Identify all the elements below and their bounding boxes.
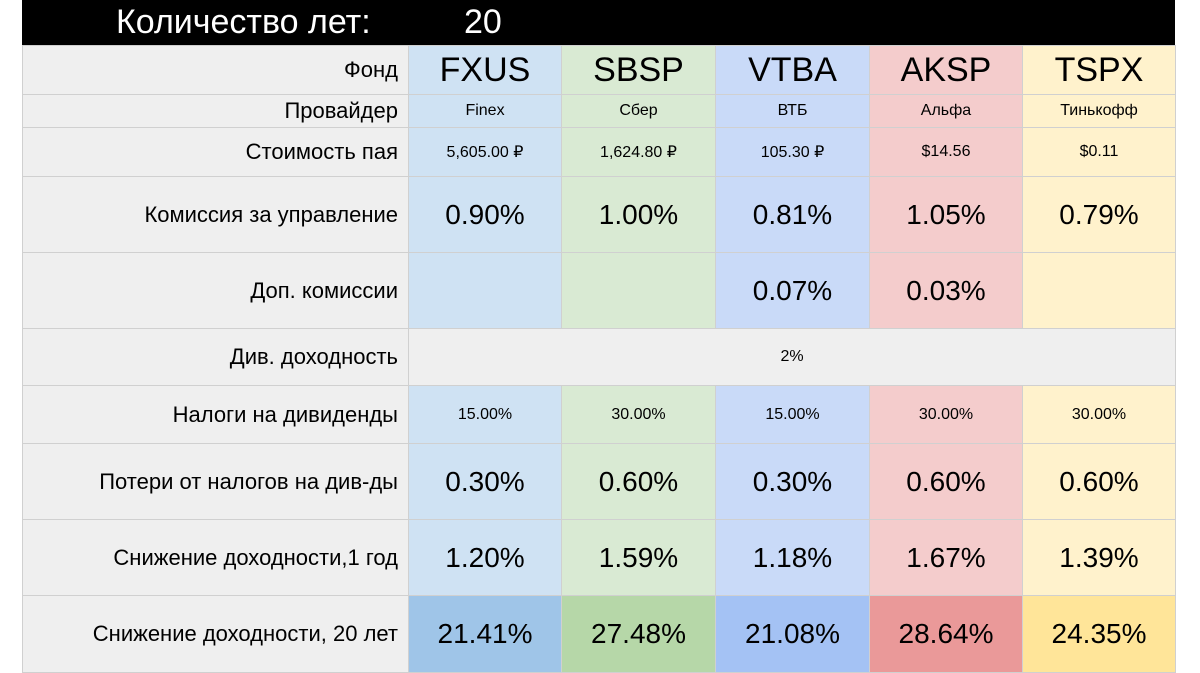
table-cell: 1.39% bbox=[1022, 519, 1176, 596]
table-cell: Альфа bbox=[869, 94, 1023, 128]
table-cell: 1.18% bbox=[715, 519, 870, 596]
row-label: Доп. комиссии bbox=[22, 252, 409, 329]
row-label: Фонд bbox=[22, 45, 409, 95]
table-cell: $14.56 bbox=[869, 127, 1023, 177]
table-row: Стоимость пая 5,605.00 ₽1,624.80 ₽105.30 … bbox=[22, 127, 1176, 177]
header-bar: Количество лет: 20 bbox=[22, 0, 1175, 45]
table-cell: 0.30% bbox=[715, 443, 870, 520]
row-label: Потери от налогов на див-ды bbox=[22, 443, 409, 520]
table-cell: 24.35% bbox=[1022, 595, 1176, 673]
row-label: Снижение доходности, 20 лет bbox=[22, 595, 409, 673]
table-cell: 15.00% bbox=[408, 385, 562, 444]
table-cell: VTBA bbox=[715, 45, 870, 95]
row-label: Налоги на дивиденды bbox=[22, 385, 409, 444]
table-cell bbox=[408, 252, 562, 329]
table-cell: Finex bbox=[408, 94, 562, 128]
table-cell: 1.59% bbox=[561, 519, 716, 596]
table-cell: Тинькофф bbox=[1022, 94, 1176, 128]
table-cell: 0.30% bbox=[408, 443, 562, 520]
table-row: Комиссия за управление 0.90% 1.00% 0.81% 1.0… bbox=[22, 176, 1176, 253]
table-cell bbox=[561, 252, 716, 329]
table-cell: AKSP bbox=[869, 45, 1023, 95]
table-cell: 28.64% bbox=[869, 595, 1023, 673]
table-cell: 0.81% bbox=[715, 176, 870, 253]
table-cell: 30.00% bbox=[561, 385, 716, 444]
table-cell: 5,605.00 ₽ bbox=[408, 127, 562, 177]
table-cell: Сбер bbox=[561, 94, 716, 128]
table-cell: 0.60% bbox=[561, 443, 716, 520]
table-row: Доп. комиссии 0.07% 0.03% bbox=[22, 252, 1176, 329]
table-cell: 1.67% bbox=[869, 519, 1023, 596]
table-row: Див. доходность 2% bbox=[22, 328, 1176, 386]
table-row: Снижение доходности,1 год 1.20% 1.59% 1.18%… bbox=[22, 519, 1176, 596]
table-cell: SBSP bbox=[561, 45, 716, 95]
table-cell: 21.08% bbox=[715, 595, 870, 673]
years-label: Количество лет: bbox=[116, 3, 371, 41]
table-row: Фонд FXUS SBSP VTBA AKSP TSPX bbox=[22, 45, 1176, 95]
row-label: Провайдер bbox=[22, 94, 409, 128]
row-label: Стоимость пая bbox=[22, 127, 409, 177]
table-cell: TSPX bbox=[1022, 45, 1176, 95]
table-cell: 0.03% bbox=[869, 252, 1023, 329]
table-cell bbox=[1022, 252, 1176, 329]
table-cell: 30.00% bbox=[1022, 385, 1176, 444]
table-row: Налоги на дивиденды 15.00% 30.00% 15.00% 30.… bbox=[22, 385, 1176, 444]
table-cell: 30.00% bbox=[869, 385, 1023, 444]
table-cell: 1.05% bbox=[869, 176, 1023, 253]
table-row: Провайдер Finex Сбер ВТБ Альфа Тинькофф bbox=[22, 94, 1176, 128]
row-label: Див. доходность bbox=[22, 328, 409, 386]
table-cell: ВТБ bbox=[715, 94, 870, 128]
table-cell: 0.07% bbox=[715, 252, 870, 329]
years-value: 20 bbox=[464, 3, 502, 41]
row-label: Снижение доходности,1 год bbox=[22, 519, 409, 596]
row-label: Комиссия за управление bbox=[22, 176, 409, 253]
table-cell: 15.00% bbox=[715, 385, 870, 444]
table-cell: 27.48% bbox=[561, 595, 716, 673]
table-row: Снижение доходности, 20 лет 21.41% 27.48% 2… bbox=[22, 595, 1176, 673]
comparison-table: Фонд FXUS SBSP VTBA AKSP TSPX Провайдер Finex Сб… bbox=[22, 45, 1176, 673]
table-cell: FXUS bbox=[408, 45, 562, 95]
table-cell: 0.60% bbox=[869, 443, 1023, 520]
table-cell: $0.11 bbox=[1022, 127, 1176, 177]
table-cell: 0.90% bbox=[408, 176, 562, 253]
table-row: Потери от налогов на див-ды 0.30% 0.60% 0.3… bbox=[22, 443, 1176, 520]
table-cell: 21.41% bbox=[408, 595, 562, 673]
table-cell: 1,624.80 ₽ bbox=[561, 127, 716, 177]
table-cell: 1.20% bbox=[408, 519, 562, 596]
table-cell: 105.30 ₽ bbox=[715, 127, 870, 177]
table-cell: 0.60% bbox=[1022, 443, 1176, 520]
table-cell: 2% bbox=[408, 328, 1176, 386]
table-cell: 1.00% bbox=[561, 176, 716, 253]
table-cell: 0.79% bbox=[1022, 176, 1176, 253]
